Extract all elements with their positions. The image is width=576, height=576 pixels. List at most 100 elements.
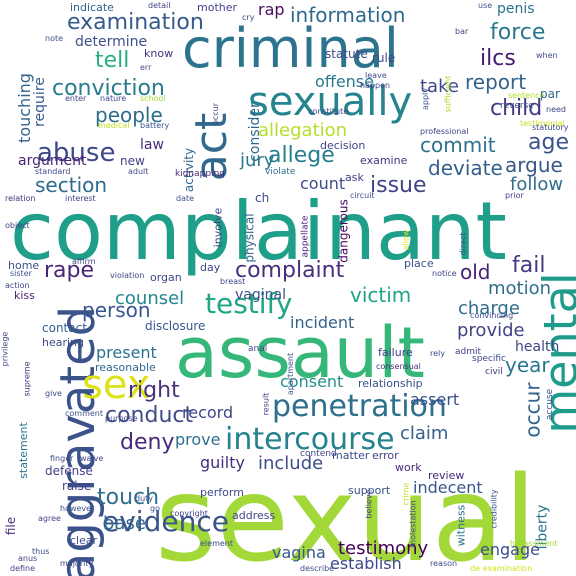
word-touching: touching (14, 73, 34, 143)
word-conduct: conduct (105, 403, 194, 428)
word-supreme: supreme (22, 361, 32, 397)
word-err: err (140, 63, 152, 72)
word-motion: motion (488, 278, 552, 299)
word-comment: comment (65, 409, 104, 418)
word-dangerous: dangerous (336, 199, 351, 263)
word-matter: matter (332, 449, 370, 462)
word-waive: waive (80, 454, 104, 463)
word-reasonable: reasonable (95, 361, 156, 374)
word-section: section (35, 173, 108, 197)
word-criminal: criminal (182, 17, 399, 80)
word-occur: occur (520, 382, 545, 438)
word-convincing: convincing (470, 311, 514, 320)
word-determine: determine (75, 34, 148, 50)
word-leave: leave (365, 71, 387, 80)
word-admit: admit (455, 347, 482, 357)
word-raise: raise (62, 479, 92, 493)
word-school: school (140, 94, 166, 103)
word-touch: touch (97, 485, 160, 510)
word-require: require (31, 77, 48, 127)
word-describe: describe (300, 564, 335, 573)
word-reason: reason (430, 559, 458, 568)
word-standard: standard (35, 167, 71, 176)
word-appellate: appellate (300, 215, 311, 258)
word-hearing: hearing (42, 336, 85, 349)
word-assault: assault (175, 312, 425, 394)
word-engage: engage (480, 540, 540, 559)
word-report: report (465, 70, 527, 94)
word-sexual: sexual (155, 450, 537, 576)
word-mother: mother (197, 1, 238, 14)
word-credibility: credibility (489, 489, 499, 529)
word-specific: specific (472, 354, 507, 364)
word-define: define (10, 564, 36, 573)
word-home: home (8, 259, 40, 272)
word-claim: claim (400, 423, 449, 444)
word-statement: statement (16, 422, 30, 479)
word-professional: professional (420, 127, 469, 136)
word-prove: prove (175, 430, 221, 449)
word-right: right (128, 378, 180, 403)
word-law: law (140, 137, 164, 153)
word-vaginal: vaginal (235, 287, 286, 303)
word-evidence: evidence (102, 505, 229, 538)
word-deviate: deviate (428, 156, 503, 180)
word-examine: examine (360, 154, 408, 167)
word-indecent: indecent (413, 478, 483, 497)
word-argue: argue (505, 153, 563, 177)
word-de-examination: de examination (470, 564, 533, 573)
word-conviction: conviction (52, 76, 165, 101)
word-kiss: kiss (14, 289, 35, 302)
word-ilcs: ilcs (480, 46, 516, 71)
word-day: day (200, 261, 221, 274)
word-sister: sister (10, 269, 32, 278)
word-believe: believe (364, 489, 374, 519)
word-direct: direct (458, 232, 468, 256)
word-indicate: indicate (70, 1, 114, 14)
word-affirm: affirm (72, 257, 96, 266)
word-purpose: purpose (105, 414, 138, 423)
word-circuit: circuit (350, 191, 375, 200)
word-ch: ch (255, 191, 270, 205)
word-interest: interest (65, 194, 96, 203)
word-sufficient: sufficient (443, 75, 453, 113)
word-failure: failure (378, 346, 413, 359)
word-deny: deny (120, 430, 175, 455)
word-involve: involve (211, 207, 225, 248)
word-reverse: reverse (500, 101, 534, 111)
word-jury: jury (240, 150, 275, 171)
word-contend: contend (300, 449, 337, 459)
word-however: however (60, 504, 95, 513)
word-copyright: copyright (170, 509, 208, 518)
word-constitute: constitute (308, 107, 349, 116)
word-anal: anal (248, 344, 268, 354)
word-allege: allege (268, 143, 335, 168)
word-victim: victim (350, 283, 412, 307)
word-present: present (96, 343, 157, 362)
word-thus: thus (32, 547, 50, 556)
word-old: old (460, 260, 491, 284)
word-clear: clear (70, 534, 98, 547)
word-duty: duty (135, 494, 154, 503)
word-nature: nature (100, 94, 127, 103)
word-complainant: complainant (10, 185, 507, 278)
word-statute: statute (325, 47, 368, 61)
word-know: know (144, 47, 174, 60)
word-testify: testify (205, 287, 293, 320)
word-consent: consent (280, 372, 344, 391)
word-contact: contact (42, 321, 87, 335)
word-finger: finger (50, 454, 74, 463)
word-occur-small: occur (211, 102, 221, 126)
word-notice: notice (432, 269, 457, 278)
word-information: information (290, 3, 406, 27)
word-fail: fail (512, 253, 546, 278)
word-privilege: privilege (0, 331, 10, 367)
word-detail: detail (148, 1, 171, 10)
word-disclosure: disclosure (145, 319, 206, 333)
word-use: use (478, 1, 493, 10)
word-violate: violate (265, 167, 296, 177)
word-cry: cry (242, 13, 255, 22)
word-decision: decision (320, 139, 366, 152)
word-commit: commit (420, 133, 496, 157)
